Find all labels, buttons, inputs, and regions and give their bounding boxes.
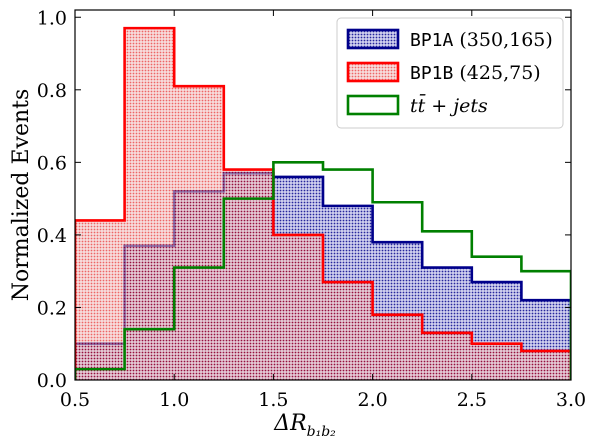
y-axis-title: Normalized Events (9, 89, 34, 302)
ticks-layer: 0.5 1.0 1.5 2.0 2.5 3.0 0.0 0.2 0.4 0.6 0.8 1.0 (37, 7, 586, 411)
y-tick-label: 0.4 (37, 225, 67, 247)
x-tick-label: 1.5 (258, 389, 288, 411)
legend-label-ttbar: tt̄ + jets (410, 93, 488, 117)
outline-ttbar (75, 161, 571, 380)
x-tick-label: 2.0 (357, 389, 387, 411)
y-tick-label: 0.2 (37, 297, 67, 319)
legend-swatch-bp1b (346, 61, 400, 83)
bar-bp1b-4 (273, 234, 323, 380)
bar-bp1b-9 (521, 350, 571, 380)
y-tick-label: 1.0 (37, 7, 67, 29)
series-ttbar (75, 161, 571, 380)
plot-frame (74, 9, 572, 381)
x-axis-title: ΔRb₁b₂ (273, 411, 336, 440)
bar-bp1b-8 (471, 343, 522, 380)
bar-bp1b-6 (372, 314, 423, 380)
outline-bp1b (75, 26, 571, 380)
bar-bp1b-2 (174, 86, 224, 380)
x-tick-label: 0.5 (60, 389, 90, 411)
axes-layer (74, 9, 572, 381)
x-tick-label: 3.0 (556, 389, 586, 411)
legend-label-bp1b: BP1B (425,75) (410, 62, 541, 84)
y-tick-label: 0.8 (37, 80, 67, 102)
series-layer (75, 26, 571, 380)
bar-bp1b-0 (75, 220, 125, 380)
series-bp1b (75, 26, 571, 380)
y-tick-label: 0.6 (37, 152, 67, 174)
bar-bp1b-1 (124, 28, 175, 380)
legend-label-bp1a: BP1A (350,165) (410, 29, 553, 51)
x-tick-label: 2.5 (457, 389, 487, 411)
y-tick-label: 0.0 (37, 370, 67, 392)
legend: BP1A (350,165) BP1B (425,75) tt̄ + jets (336, 17, 564, 129)
bar-bp1b-5 (323, 282, 373, 380)
bar-bp1b-7 (422, 332, 472, 380)
legend-swatch-bp1a (346, 28, 400, 50)
legend-swatch-ttbar (346, 94, 400, 116)
x-tick-label: 1.0 (159, 389, 189, 411)
bar-bp1b-3 (223, 169, 274, 380)
